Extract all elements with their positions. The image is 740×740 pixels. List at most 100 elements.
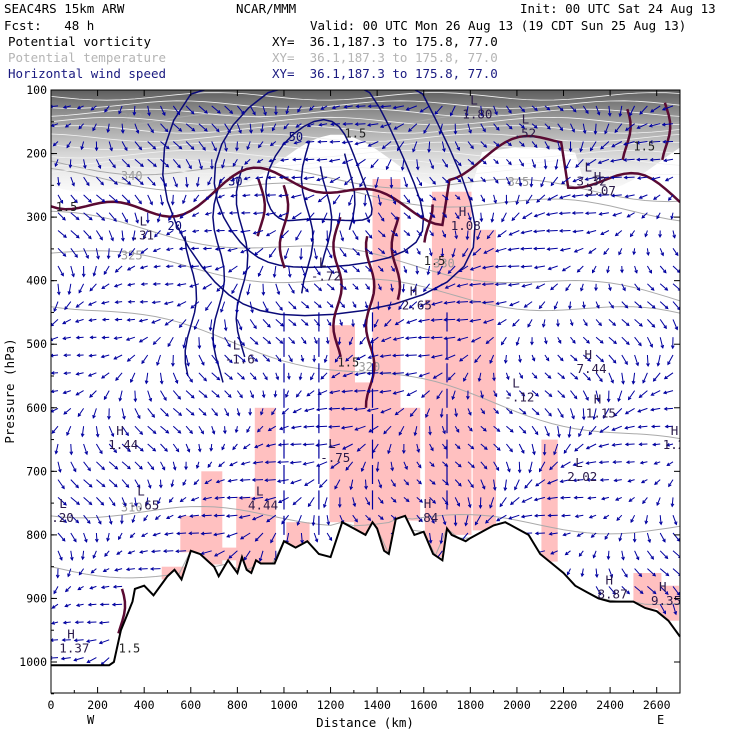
wind-vector (96, 176, 104, 186)
wind-vector-head (609, 574, 614, 579)
wind-vector-head (265, 212, 270, 216)
wind-vector-head (533, 213, 538, 218)
wind-vector (569, 301, 571, 309)
wind-vector (365, 301, 368, 309)
wind-vector-head (561, 267, 566, 272)
wind-vector-head (553, 305, 558, 310)
wind-vector-head (255, 176, 260, 180)
wind-vector (160, 372, 163, 384)
wind-vector (482, 265, 494, 269)
wind-vector-head (151, 320, 156, 324)
wind-vector-head (320, 375, 325, 380)
wind-vector (599, 212, 609, 215)
wind-vector-head (572, 340, 576, 344)
low-marker: L (328, 436, 336, 451)
wind-vector-head (88, 353, 93, 358)
field-xy-wind: XY= 36.1,187.3 to 175.8, 77.0 (272, 66, 498, 81)
wind-vector (57, 247, 66, 257)
wind-vector-head (337, 341, 342, 346)
wind-vector-head (409, 413, 414, 418)
pv-contour-label: 1.5 (633, 139, 655, 153)
wind-vector (514, 479, 520, 490)
wind-vector (580, 141, 584, 152)
wind-vector-head (520, 264, 525, 269)
wind-vector-head (241, 358, 246, 363)
wind-vector-head (392, 483, 396, 487)
wind-vector-head (379, 500, 384, 505)
wind-vector (364, 194, 366, 206)
wind-vector-head (122, 502, 127, 507)
wind-vector (401, 159, 405, 170)
wind-vector (147, 408, 155, 418)
wind-contour (235, 166, 249, 358)
wind-vector-head (140, 250, 145, 254)
wind-vector (224, 105, 233, 114)
wind-vector (339, 301, 345, 308)
wind-vector-head (353, 389, 358, 393)
wind-vector (113, 354, 123, 360)
wind-vector (108, 230, 114, 241)
wind-vector-head (417, 319, 423, 323)
wind-vector-head (229, 110, 234, 115)
wind-vector-head (292, 501, 297, 506)
wind-vector (270, 141, 277, 146)
wind-vector (232, 443, 238, 450)
pv-contour (117, 588, 127, 634)
wind-vector (114, 336, 123, 339)
wind-vector (101, 283, 110, 289)
wind-vector-head (355, 104, 360, 109)
wind-vector (437, 265, 443, 275)
wind-vector (203, 496, 212, 500)
pv-contour (51, 134, 680, 227)
wind-vector (316, 176, 328, 181)
pv-shading-area (472, 229, 496, 531)
wind-vector (341, 407, 353, 410)
pv-contour-label: 1.5 (119, 642, 141, 656)
wind-vector-head (248, 411, 253, 416)
x-end-label-left: W (87, 713, 95, 727)
wind-vector-head (188, 165, 192, 170)
wind-vector (493, 479, 496, 490)
wind-vector-head (565, 165, 569, 170)
wind-vector (172, 443, 180, 452)
model-name: SEAC4RS 15km ARW (4, 1, 125, 16)
wind-vector-head (220, 308, 224, 313)
theta-contour (51, 149, 680, 159)
wind-vector-head (483, 250, 488, 254)
wind-vector-head (135, 219, 139, 224)
wind-vector-head (214, 412, 218, 417)
wind-vector-head (533, 513, 538, 518)
wind-vector (202, 265, 212, 269)
wind-vector-head (413, 432, 418, 437)
wind-vector-head (137, 415, 141, 420)
wind-vector-head (330, 465, 335, 469)
wind-vector-head (630, 519, 634, 524)
wind-vector-head (558, 228, 563, 233)
wind-vector (273, 265, 277, 277)
wind-vector-head (656, 362, 661, 367)
wind-vector (132, 230, 136, 241)
wind-vector (489, 497, 495, 508)
wind-vector-head (328, 254, 333, 259)
wind-vector-head (208, 327, 213, 332)
wind-vector (521, 265, 533, 268)
wind-vector (630, 230, 636, 237)
wind-vector (237, 336, 245, 346)
wind-vector (147, 158, 157, 167)
wind-vector (218, 461, 225, 467)
wind-vector (196, 177, 200, 187)
wind-vector-head (392, 200, 397, 205)
wind-vector (457, 318, 469, 321)
wind-vector (496, 301, 507, 305)
wind-vector-head (62, 105, 67, 109)
wind-vector (403, 176, 408, 187)
wind-vector (70, 514, 79, 523)
high-marker: H (659, 579, 667, 594)
wind-vector (185, 177, 188, 187)
wind-vector (637, 176, 648, 179)
wind-vector-head (579, 148, 583, 153)
wind-vector (666, 461, 674, 466)
wind-vector-head (328, 444, 333, 449)
wind-vector-head (509, 501, 514, 506)
wind-vector-head (474, 359, 478, 364)
